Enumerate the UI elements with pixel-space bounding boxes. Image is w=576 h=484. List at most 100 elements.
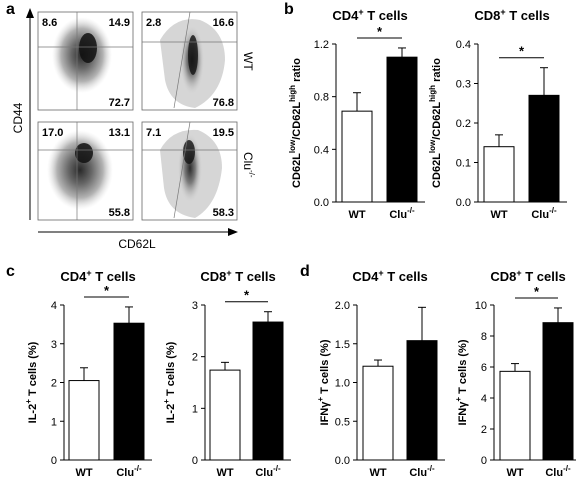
- y-tick-label: 0.3: [456, 79, 471, 91]
- flow-plot-4: [141, 121, 238, 221]
- y-tick-label: 4: [481, 393, 487, 405]
- y-tick-label: 1: [51, 416, 57, 428]
- y-tick-label: 2: [192, 352, 198, 364]
- y-tick-label: 1: [192, 403, 198, 415]
- y-tick-label: 6: [481, 362, 487, 374]
- y-axis-label: CD62Llow/CD62Lhigh ratio: [288, 58, 303, 188]
- y-tick-label: 0: [51, 455, 57, 467]
- y-tick-label: 0.0: [456, 197, 471, 209]
- bar-chart-1: CD4+ T cells 0.0 0.4 0.8 1.2 CD62Llow/CD62Lhi…: [288, 7, 425, 221]
- panel-letter-c: c: [6, 263, 15, 280]
- y-tick-label: 3: [192, 300, 198, 312]
- y-tick-label: 0.0: [314, 197, 329, 209]
- significance-marker: *: [534, 284, 540, 299]
- flow-2-ur: 16.6: [213, 17, 234, 29]
- bar-chart-5: CD4+ T cells 0.0 0.5 1.0 1.5 2.0 IFNγ+ T cells…: [316, 268, 445, 479]
- y-axis-label: IL-2+ T cells (%): [162, 341, 177, 423]
- y-axis-label: IL-2+ T cells (%): [24, 341, 39, 423]
- y-tick-label: 2: [51, 378, 57, 390]
- significance-marker: *: [377, 24, 383, 39]
- x-category-label: WT: [369, 467, 386, 479]
- bar-wt: [209, 369, 241, 461]
- bar-clu: [252, 321, 284, 461]
- y-axis-label: IFNγ+ T cells (%): [316, 339, 331, 425]
- chart-title: CD4+ T cells: [60, 268, 135, 284]
- bar-wt: [362, 365, 394, 461]
- y-tick-label: 0.4: [314, 144, 329, 156]
- bar-wt: [341, 110, 373, 203]
- flow-row-label-clu: Clu-/-: [241, 152, 256, 178]
- flow-1-lr: 72.7: [109, 97, 130, 109]
- y-tick-label: 0.5: [335, 416, 350, 428]
- bar-chart-6: CD8+ T cells 0 2 4 6 8 10 IFNγ+ T cells (%) WT Cl…: [454, 268, 576, 479]
- bar-clu: [528, 94, 560, 203]
- y-axis-label: CD62Llow/CD62Lhigh ratio: [428, 58, 443, 188]
- x-category-label: WT: [506, 467, 523, 479]
- chart-title: CD8+ T cells: [200, 268, 275, 284]
- y-tick-label: 0.4: [456, 39, 471, 51]
- chart-title: CD8+ T cells: [490, 268, 565, 284]
- flow-3-lr: 55.8: [109, 207, 130, 219]
- y-tick-label: 8: [481, 331, 487, 343]
- flow-2-lr: 76.8: [213, 97, 234, 109]
- bar-chart-4: CD8+ T cells 0 1 2 3 IL-2+ T cells (%) WT Clu-/…: [162, 268, 291, 479]
- flow-4-ul: 7.1: [146, 127, 161, 139]
- significance-marker: *: [244, 288, 250, 303]
- flow-plot-3: [37, 121, 134, 221]
- chart-title: CD4+ T cells: [332, 7, 407, 23]
- bar-wt: [68, 380, 100, 461]
- flow-4-ur: 19.5: [213, 127, 234, 139]
- x-category-label: Clu-/-: [255, 464, 281, 479]
- flow-3-ur: 13.1: [109, 127, 130, 139]
- x-category-label: WT: [216, 467, 233, 479]
- flow-1-ul: 8.6: [42, 17, 57, 29]
- x-category-label: WT: [490, 209, 507, 221]
- flow-3-ul: 17.0: [42, 127, 63, 139]
- significance-marker: *: [519, 44, 525, 59]
- flow-plot-1: [37, 11, 134, 111]
- y-tick-label: 1.0: [335, 378, 350, 390]
- panel-letter-b: b: [284, 1, 294, 18]
- flow-1-ur: 14.9: [109, 17, 130, 29]
- panel-letter-d: d: [300, 263, 310, 280]
- y-axis-label: IFNγ+ T cells (%): [454, 339, 469, 425]
- x-category-label: WT: [348, 209, 365, 221]
- bar-clu: [406, 340, 438, 461]
- y-tick-label: 2.0: [335, 300, 350, 312]
- bar-chart-2: CD8+ T cells 0.0 0.1 0.2 0.3 0.4 CD62Llow/CD62…: [428, 7, 567, 221]
- x-category-label: Clu-/-: [545, 464, 571, 479]
- y-tick-label: 0.2: [456, 118, 471, 130]
- y-tick-label: 10: [475, 300, 487, 312]
- x-category-label: Clu-/-: [531, 206, 557, 221]
- y-tick-label: 0.8: [314, 92, 329, 104]
- x-category-label: Clu-/-: [116, 464, 142, 479]
- bar-clu: [542, 322, 574, 461]
- y-tick-label: 2: [481, 424, 487, 436]
- significance-marker: *: [104, 283, 110, 298]
- flow-4-lr: 58.3: [213, 207, 234, 219]
- y-tick-label: 0.1: [456, 158, 471, 170]
- y-tick-label: 3: [51, 339, 57, 351]
- bar-wt: [499, 370, 531, 461]
- y-tick-label: 0: [192, 455, 198, 467]
- flow-cytometry-panel: 8.6 14.9 72.7 2.8 16.6 76.8 17.0 13.1 55…: [11, 8, 256, 251]
- flow-x-axis-label: CD62L: [118, 237, 156, 251]
- bar-clu: [386, 56, 418, 203]
- bar-wt: [483, 146, 515, 203]
- chart-title: CD4+ T cells: [352, 268, 427, 284]
- y-tick-label: 0: [481, 455, 487, 467]
- chart-title: CD8+ T cells: [474, 7, 549, 23]
- x-category-label: Clu-/-: [389, 206, 415, 221]
- x-category-label: WT: [75, 467, 92, 479]
- flow-row-label-wt: WT: [241, 52, 255, 71]
- bar-clu: [113, 322, 145, 461]
- flow-y-axis-label: CD44: [11, 102, 25, 133]
- y-tick-label: 4: [51, 300, 57, 312]
- x-category-label: Clu-/-: [409, 464, 435, 479]
- flow-2-ul: 2.8: [146, 17, 161, 29]
- panel-letter-a: a: [6, 1, 15, 18]
- y-tick-label: 1.2: [314, 39, 329, 51]
- bar-chart-3: CD4+ T cells 0 1 2 3 4 IL-2+ T cells (%) WT Clu-…: [24, 268, 152, 479]
- flow-plot-2: [141, 11, 238, 111]
